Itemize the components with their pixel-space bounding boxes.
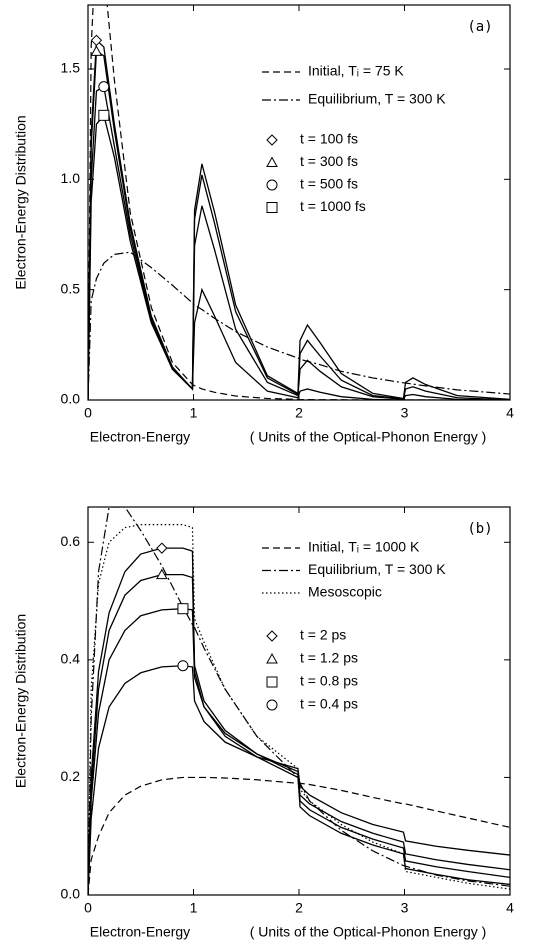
legend-label: Equilibrium, T = 300 K [308, 91, 446, 107]
legend-label: t = 1000 fs [300, 198, 366, 214]
y-axis-label: Electron-Energy Distribution [13, 614, 29, 788]
y-tick-label: 1.5 [61, 60, 81, 76]
marker [98, 109, 110, 121]
x-axis-note: ( Units of the Optical-Phonon Energy ) [250, 429, 487, 445]
x-tick-label: 1 [190, 405, 198, 421]
y-axis-label: Electron-Energy Distribution [13, 115, 29, 289]
marker [156, 568, 168, 580]
x-axis-label: Electron-Energy [90, 924, 190, 940]
y-tick-label: 1.0 [61, 170, 81, 186]
x-axis-note: ( Units of the Optical-Phonon Energy ) [250, 924, 487, 940]
x-tick-label: 4 [506, 900, 514, 916]
series-line [88, 38, 510, 400]
series-line [88, 524, 510, 895]
y-tick-label: 0.0 [61, 886, 81, 902]
legend-label: t = 1.2 ps [300, 650, 358, 666]
series-line [88, 608, 510, 895]
x-tick-label: 1 [190, 900, 198, 916]
marker [177, 603, 189, 615]
series-line [88, 113, 510, 400]
legend-label: t = 2 ps [300, 627, 346, 643]
legend-marker [266, 156, 278, 167]
plot-frame [87, 4, 511, 401]
marker [177, 660, 189, 672]
series-line [88, 776, 510, 895]
y-tick-label: 0.5 [61, 280, 81, 296]
series-line [88, 507, 510, 895]
legend-label: Initial, Tᵢ = 1000 K [308, 539, 420, 555]
legend-marker [266, 652, 278, 664]
plot-area [88, 507, 510, 895]
plot-frame [87, 506, 511, 896]
y-tick-label: 0.4 [61, 651, 81, 667]
legend-label: t = 500 fs [300, 176, 358, 192]
x-tick-label: 2 [295, 900, 303, 916]
y-tick-label: 0.0 [61, 391, 81, 407]
panel-label: (b) [467, 521, 492, 537]
series-line [88, 5, 510, 400]
legend-label: Initial, Tᵢ = 75 K [308, 63, 404, 79]
y-tick-label: 0.6 [61, 533, 81, 549]
x-tick-label: 4 [506, 405, 514, 421]
y-tick-label: 0.2 [61, 768, 81, 784]
legend-marker [266, 676, 278, 688]
legend-marker [266, 179, 278, 191]
x-tick-label: 0 [84, 900, 92, 916]
legend-label: Mesoscopic [308, 584, 382, 600]
legend-label: t = 0.8 ps [300, 673, 358, 689]
x-axis-label: Electron-Energy [90, 429, 190, 445]
series-line [88, 547, 510, 895]
marker [90, 34, 103, 47]
plot-area [88, 5, 510, 400]
panel-label: (a) [467, 19, 492, 35]
legend-label: t = 300 fs [300, 153, 358, 169]
legend-label: t = 0.4 ps [300, 696, 358, 712]
legend-marker [266, 699, 278, 711]
series-line [88, 665, 510, 895]
marker [98, 81, 110, 93]
x-tick-label: 2 [295, 405, 303, 421]
series-line [88, 50, 510, 400]
marker [156, 542, 168, 554]
x-tick-label: 3 [401, 900, 409, 916]
legend-label: t = 100 fs [300, 131, 358, 147]
series-line [88, 573, 510, 895]
series-line [88, 85, 510, 400]
marker [90, 45, 103, 56]
x-tick-label: 3 [401, 405, 409, 421]
legend-marker [266, 134, 278, 146]
legend-marker [266, 202, 278, 213]
x-tick-label: 0 [84, 405, 92, 421]
legend-label: Equilibrium, T = 300 K [308, 561, 446, 577]
legend-marker [266, 630, 278, 642]
